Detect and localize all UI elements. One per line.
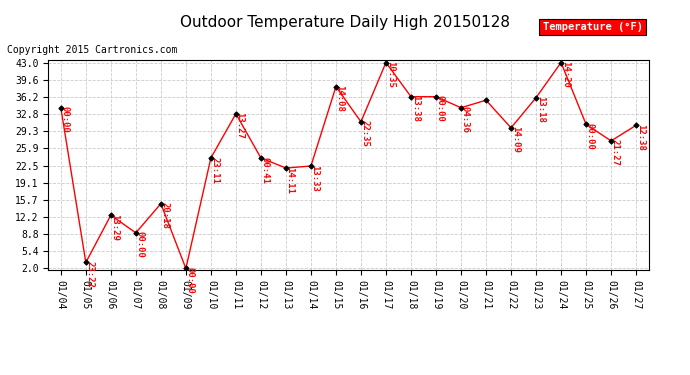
- Point: [606, 138, 617, 144]
- Text: 21:27: 21:27: [611, 140, 620, 166]
- Text: 10:35: 10:35: [386, 61, 395, 88]
- Text: 13:18: 13:18: [535, 96, 544, 123]
- Point: [331, 84, 342, 90]
- Text: Outdoor Temperature Daily High 20150128: Outdoor Temperature Daily High 20150128: [180, 15, 510, 30]
- Point: [155, 201, 166, 207]
- Text: 00:00: 00:00: [435, 95, 444, 122]
- Point: [280, 165, 291, 171]
- Point: [631, 122, 642, 128]
- Text: 23:22: 23:22: [86, 261, 95, 288]
- Point: [230, 111, 241, 117]
- Text: 13:38: 13:38: [411, 95, 420, 122]
- Text: 00:00: 00:00: [135, 231, 144, 258]
- Text: 13:27: 13:27: [235, 112, 244, 139]
- Text: 00:00: 00:00: [61, 106, 70, 133]
- Point: [255, 155, 266, 161]
- Point: [431, 94, 442, 100]
- Point: [180, 266, 191, 272]
- Text: 00:00: 00:00: [186, 267, 195, 294]
- Point: [531, 94, 542, 100]
- Text: 23:11: 23:11: [210, 157, 219, 183]
- Text: 13:33: 13:33: [310, 165, 319, 192]
- Text: 00:41: 00:41: [261, 157, 270, 183]
- Point: [206, 155, 217, 161]
- Point: [80, 260, 91, 266]
- Text: 12:38: 12:38: [635, 124, 644, 151]
- Point: [380, 60, 391, 66]
- Text: Temperature (°F): Temperature (°F): [542, 22, 642, 32]
- Text: Copyright 2015 Cartronics.com: Copyright 2015 Cartronics.com: [7, 45, 177, 55]
- Text: 22:35: 22:35: [361, 120, 370, 147]
- Text: 14:20: 14:20: [561, 61, 570, 88]
- Point: [406, 94, 417, 100]
- Text: 14:08: 14:08: [335, 85, 344, 112]
- Text: 20:18: 20:18: [161, 202, 170, 229]
- Text: 14:11: 14:11: [286, 166, 295, 194]
- Point: [55, 105, 66, 111]
- Point: [455, 105, 466, 111]
- Point: [306, 163, 317, 169]
- Point: [480, 97, 491, 103]
- Text: 04:36: 04:36: [461, 106, 470, 133]
- Text: 13:29: 13:29: [110, 214, 119, 241]
- Point: [506, 125, 517, 131]
- Text: 00:00: 00:00: [586, 123, 595, 150]
- Point: [580, 121, 591, 127]
- Point: [106, 212, 117, 218]
- Point: [555, 60, 566, 66]
- Text: 14:09: 14:09: [511, 126, 520, 153]
- Point: [355, 119, 366, 125]
- Point: [130, 230, 141, 236]
